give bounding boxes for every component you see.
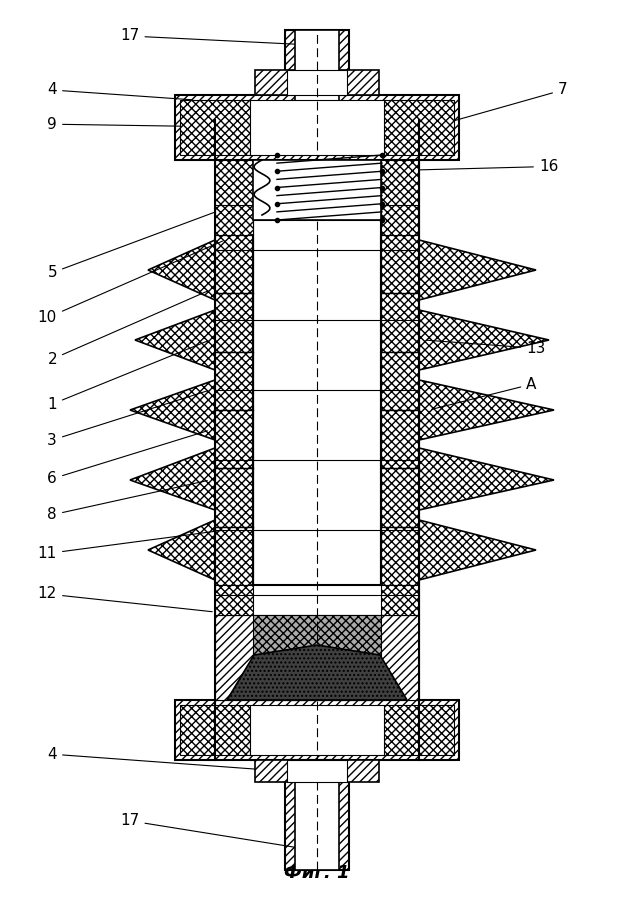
Polygon shape (419, 310, 549, 370)
Text: 4: 4 (48, 747, 292, 772)
Text: 2: 2 (48, 291, 207, 366)
Polygon shape (381, 205, 419, 235)
Bar (295, 760, 339, 870)
Polygon shape (180, 705, 250, 755)
Bar (295, 30, 339, 110)
Text: 17: 17 (120, 814, 309, 850)
Polygon shape (215, 615, 419, 700)
Polygon shape (255, 760, 379, 782)
Polygon shape (285, 760, 349, 870)
Polygon shape (419, 520, 536, 580)
Text: 11: 11 (38, 530, 223, 561)
Polygon shape (130, 380, 215, 440)
Text: 3: 3 (48, 391, 207, 447)
Bar (250, 100, 384, 155)
Polygon shape (419, 240, 536, 300)
Polygon shape (215, 235, 253, 585)
Text: A: A (432, 377, 536, 410)
Polygon shape (255, 70, 379, 95)
Text: 13: 13 (427, 340, 546, 356)
Polygon shape (175, 95, 459, 160)
Text: 7: 7 (442, 83, 567, 124)
Polygon shape (381, 235, 419, 585)
Text: Фиг. 1: Фиг. 1 (284, 864, 350, 882)
Polygon shape (148, 240, 215, 300)
Polygon shape (215, 160, 253, 205)
Polygon shape (253, 615, 381, 700)
Text: 10: 10 (38, 241, 223, 325)
Polygon shape (130, 448, 215, 510)
Bar (287, 760, 347, 782)
Polygon shape (135, 310, 215, 370)
Polygon shape (215, 205, 253, 235)
Polygon shape (381, 160, 419, 205)
Text: 4: 4 (48, 83, 192, 100)
Text: 12: 12 (38, 587, 212, 612)
Bar (253, 220, 381, 585)
Polygon shape (175, 700, 459, 760)
Polygon shape (253, 160, 381, 205)
Text: 6: 6 (48, 431, 207, 486)
Polygon shape (215, 585, 253, 615)
Bar (287, 70, 347, 95)
Text: 1: 1 (48, 341, 207, 411)
Text: 17: 17 (120, 29, 309, 45)
Text: 16: 16 (417, 159, 559, 174)
Polygon shape (148, 520, 215, 580)
Bar (253, 160, 381, 220)
Text: 8: 8 (48, 481, 207, 522)
Polygon shape (180, 100, 250, 155)
Polygon shape (381, 585, 419, 615)
Polygon shape (419, 448, 554, 510)
Polygon shape (384, 100, 454, 155)
Text: 9: 9 (48, 117, 232, 131)
Polygon shape (227, 645, 407, 700)
Polygon shape (384, 705, 454, 755)
Polygon shape (285, 30, 349, 110)
Text: 5: 5 (48, 206, 231, 280)
Bar (250, 705, 384, 755)
Polygon shape (419, 380, 554, 440)
